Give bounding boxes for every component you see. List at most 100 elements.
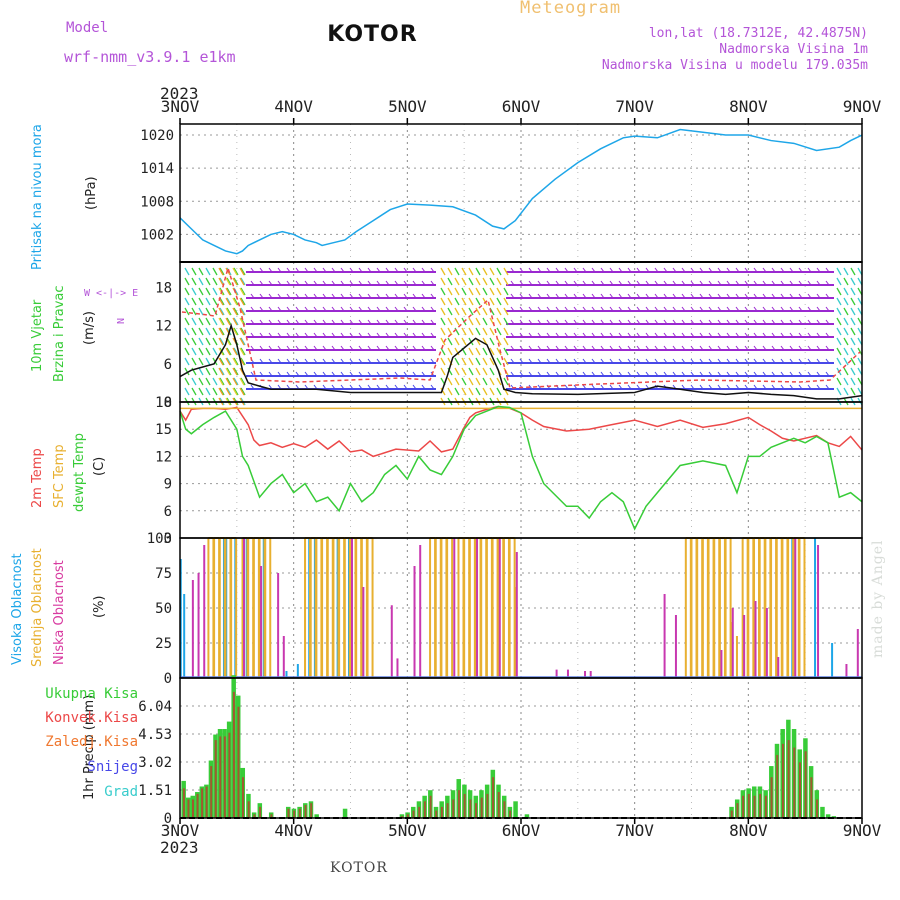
wind-barb-tick	[268, 358, 273, 364]
wind-barb-tick	[430, 384, 435, 390]
wind-barb-tick	[618, 293, 623, 299]
wind-barb-tick	[421, 319, 426, 325]
precip-conv-bar	[219, 736, 222, 818]
cloud-tick-label: 75	[155, 566, 172, 582]
precip-conv-bar	[201, 788, 204, 818]
wind-barb-tick	[807, 345, 812, 351]
temp-tick-label: 6	[164, 504, 172, 520]
wind-arrow	[454, 347, 460, 356]
wind-barb-tick	[358, 332, 363, 338]
wind-barb-tick	[295, 267, 300, 273]
wind-arrow	[184, 277, 190, 286]
wind-arrow	[440, 337, 446, 346]
wind-barb-tick	[331, 319, 336, 325]
wind-arrow	[240, 337, 246, 346]
wind-arrow	[219, 367, 225, 376]
wind-barb-tick	[304, 371, 309, 377]
wind-barb-tick	[591, 384, 596, 390]
wind-arrow	[468, 287, 474, 296]
wind-barb-tick	[627, 371, 632, 377]
wind-arrow	[184, 377, 190, 386]
wind-barb-tick	[807, 384, 812, 390]
wind-barb-tick	[331, 384, 336, 390]
wind-barb-tick	[753, 293, 758, 299]
wind-arrow	[496, 297, 502, 306]
wind-barb-tick	[313, 371, 318, 377]
wind-arrow	[218, 317, 224, 326]
wind-arrow	[219, 357, 225, 366]
wind-arrow	[468, 377, 474, 386]
wind-arrow	[503, 317, 509, 326]
wind-barb-tick	[636, 267, 641, 273]
wind-barb-tick	[322, 332, 327, 338]
wind-arrow	[468, 327, 474, 336]
precip-total-bar	[524, 814, 530, 818]
wind-arrow	[503, 277, 509, 286]
wind-arrow	[198, 337, 204, 346]
wind-barb-tick	[645, 280, 650, 286]
wind-barb-tick	[681, 306, 686, 312]
wind-barb-tick	[753, 358, 758, 364]
wind-barb-tick	[331, 371, 336, 377]
wind-barb-tick	[277, 345, 282, 351]
wind-barb-tick	[403, 306, 408, 312]
wind-barb-tick	[555, 293, 560, 299]
precip-conv-bar	[770, 777, 773, 818]
wind-arrow	[461, 297, 467, 306]
legend-total-rain: Ukupna Kisa	[45, 686, 138, 702]
precip-conv-bar	[509, 810, 512, 818]
wind-arrow	[454, 357, 460, 366]
wind-barb-tick	[430, 267, 435, 273]
wind-barb-tick	[250, 267, 255, 273]
wind-barb-tick	[322, 371, 327, 377]
wind-arrow	[475, 387, 481, 396]
wind-barb-tick	[412, 319, 417, 325]
wind-barb-tick	[699, 306, 704, 312]
wind-barb-tick	[259, 371, 264, 377]
wind-arrow	[475, 267, 481, 276]
wind-barb-tick	[313, 319, 318, 325]
wind-barb-tick	[753, 371, 758, 377]
wind-barb-tick	[340, 345, 345, 351]
wind-barb-tick	[735, 319, 740, 325]
wind-barb-tick	[726, 384, 731, 390]
wind-arrow	[191, 327, 197, 336]
wind-arrow	[218, 377, 224, 386]
wind-barb-tick	[762, 293, 767, 299]
wind-arrow	[232, 277, 238, 286]
wind-barb-tick	[753, 345, 758, 351]
wind-barb-tick	[340, 332, 345, 338]
wind-arrow	[496, 267, 502, 276]
wind-barb-tick	[573, 319, 578, 325]
lonlat-label: lon,lat (18.7312E, 42.4875N)	[648, 26, 868, 41]
wind-barb-tick	[564, 306, 569, 312]
wind-barb-tick	[708, 371, 713, 377]
wind-barb-tick	[412, 280, 417, 286]
wind-barb-tick	[780, 319, 785, 325]
wind-barb-tick	[394, 319, 399, 325]
wind-barb-tick	[609, 267, 614, 273]
precip-conv-bar	[736, 803, 739, 818]
precip-conv-bar	[253, 814, 256, 818]
precip-conv-bar	[787, 740, 790, 818]
wind-barb-tick	[421, 306, 426, 312]
meteogram-label: Meteogram	[520, 0, 622, 18]
precip-conv-bar	[210, 766, 213, 818]
wind-barb-tick	[582, 293, 587, 299]
wind-arrow	[205, 337, 211, 346]
wind-barb-tick	[394, 332, 399, 338]
wind-arrow	[454, 367, 460, 376]
wind-barb-tick	[699, 280, 704, 286]
wind-barb-tick	[591, 358, 596, 364]
wind-barb-tick	[636, 358, 641, 364]
wind-barb-tick	[340, 358, 345, 364]
wind-arrow	[836, 337, 842, 346]
wind-arrow	[454, 377, 460, 386]
wind-arrow	[461, 357, 467, 366]
wind-barb-tick	[555, 358, 560, 364]
wind-barb-tick	[618, 319, 623, 325]
wind-barb-tick	[376, 280, 381, 286]
wind-arrow	[440, 357, 446, 366]
wind-arrow	[212, 277, 218, 286]
wind-arrow	[850, 277, 856, 286]
